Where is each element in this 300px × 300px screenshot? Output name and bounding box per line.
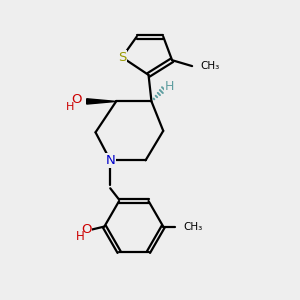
Text: CH₃: CH₃ [201, 61, 220, 71]
Text: H: H [66, 102, 75, 112]
Text: CH₃: CH₃ [184, 222, 203, 232]
Text: H: H [164, 80, 174, 93]
Text: O: O [72, 93, 82, 106]
Text: O: O [81, 223, 92, 236]
Text: H: H [76, 230, 85, 243]
Text: N: N [105, 154, 115, 167]
Polygon shape [87, 99, 116, 104]
Text: S: S [118, 51, 126, 64]
